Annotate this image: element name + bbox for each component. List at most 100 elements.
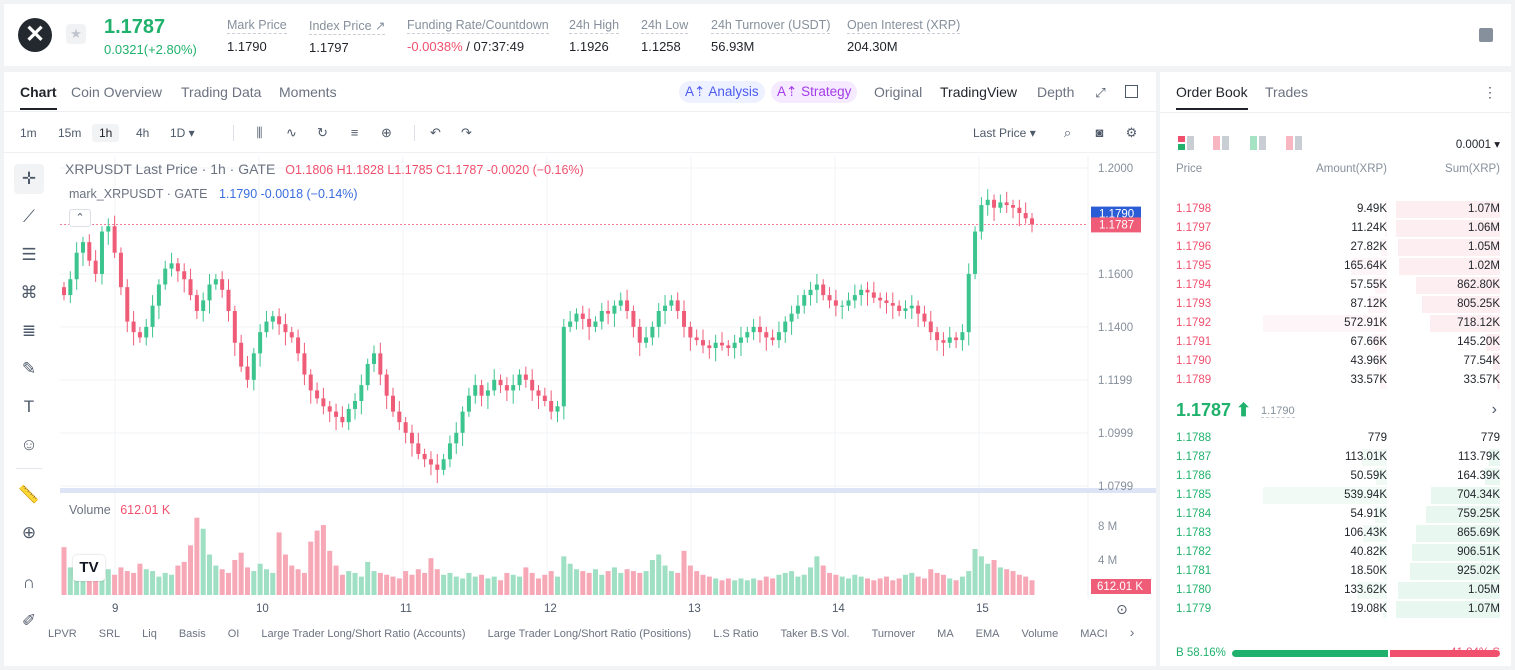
price-source-dropdown[interactable]: Last Price ▾ xyxy=(973,126,1036,140)
text-tool-icon[interactable]: T xyxy=(23,397,35,416)
camera-icon[interactable]: ◙ xyxy=(1095,125,1104,140)
zoom-in-icon[interactable]: ⊕ xyxy=(21,523,37,542)
tab-chart[interactable]: Chart xyxy=(20,84,57,110)
favorite-star-icon[interactable]: ★ xyxy=(66,24,86,44)
tab-depth[interactable]: Depth xyxy=(1037,84,1075,100)
indicators-icon[interactable]: ∿ xyxy=(286,125,297,140)
settings-list-icon[interactable]: ≡ xyxy=(350,125,359,140)
stat-label[interactable]: 24h Turnover (USDT) xyxy=(711,18,831,34)
chevron-right-icon[interactable]: › xyxy=(1491,401,1497,418)
stat-label: 24h High xyxy=(569,18,620,34)
tab-moments[interactable]: Moments xyxy=(279,84,337,100)
indicator-item[interactable]: EMA xyxy=(975,628,1000,640)
indicator-item[interactable]: Turnover xyxy=(871,628,916,640)
fullscreen-icon[interactable]: ⤢ xyxy=(1095,85,1106,100)
emoji-icon[interactable]: ☺ xyxy=(20,435,38,454)
refresh-icon[interactable]: ↻ xyxy=(317,125,328,140)
tab-trading-data[interactable]: Trading Data xyxy=(181,84,262,100)
candle-type-icon[interactable]: ⫼ xyxy=(256,125,263,140)
indicator-scroll-icon[interactable]: › xyxy=(1129,624,1135,640)
ask-row[interactable]: 1.1796 27.82K 1.05M xyxy=(1160,238,1511,257)
bid-row[interactable]: 1.1782 40.82K 906.51K xyxy=(1160,543,1511,562)
indicator-item[interactable]: LPVR xyxy=(48,628,77,640)
magnet-icon[interactable]: ∩ xyxy=(22,573,36,592)
timeframe-4h[interactable]: 4h xyxy=(136,126,150,140)
stat-label[interactable]: Mark Price xyxy=(227,18,287,34)
stat-open-interest: Open Interest (XRP) 204.30M xyxy=(847,18,961,54)
y-tick-label: 1.1400 xyxy=(1098,322,1133,334)
bid-row[interactable]: 1.1779 19.08K 1.07M xyxy=(1160,600,1511,619)
timeframe-1m[interactable]: 1m xyxy=(20,126,37,140)
brush-icon[interactable]: ✎ xyxy=(21,359,37,378)
indicator-item[interactable]: SRL xyxy=(98,628,121,640)
precision-dropdown[interactable]: 0.0001 ▾ xyxy=(1455,139,1500,151)
ask-row[interactable]: 1.1797 11.24K 1.06M xyxy=(1160,219,1511,238)
view-both-icon[interactable] xyxy=(1178,136,1194,150)
strategy-button[interactable]: A⇡ Strategy xyxy=(771,81,858,103)
redo-icon[interactable]: ↷ xyxy=(461,125,472,140)
search-icon[interactable]: ⌕ xyxy=(1063,125,1072,140)
bid-row[interactable]: 1.1783 106.43K 865.69K xyxy=(1160,524,1511,543)
fib-icon[interactable]: ≣ xyxy=(21,321,37,340)
stat-label[interactable]: Funding Rate/Countdown xyxy=(407,18,549,34)
bid-row[interactable]: 1.1788 779 779 xyxy=(1160,429,1511,448)
gear-icon[interactable]: ⚙ xyxy=(1125,125,1138,140)
price-chart[interactable]: 1.2000 1.1600 1.1400 1.1199 1.0999 1.0799 9 10 1… xyxy=(0,0,1156,670)
indicator-item[interactable]: L.S Ratio xyxy=(713,628,759,640)
add-indicator-icon[interactable]: ⊕ xyxy=(381,125,392,140)
candle-body xyxy=(675,300,680,311)
ask-row[interactable]: 1.1798 9.49K 1.07M xyxy=(1160,200,1511,219)
tab-coin-overview[interactable]: Coin Overview xyxy=(71,84,163,100)
stat-label[interactable]: Open Interest (XRP) xyxy=(847,18,961,34)
timeframe-15m[interactable]: 15m xyxy=(58,126,82,140)
horizontal-lines-icon[interactable]: ☰ xyxy=(21,245,37,264)
view-asks-icon[interactable] xyxy=(1213,136,1229,150)
bid-row[interactable]: 1.1781 18.50K 925.02K xyxy=(1160,562,1511,581)
trendline-icon[interactable]: ⟋ xyxy=(23,207,35,226)
ask-row[interactable]: 1.1794 57.55K 862.80K xyxy=(1160,276,1511,295)
crosshair-icon[interactable]: ✛ xyxy=(14,164,44,194)
ask-row[interactable]: 1.1789 33.57K 33.57K xyxy=(1160,371,1511,390)
bid-row[interactable]: 1.1780 133.62K 1.05M xyxy=(1160,581,1511,600)
indicator-item[interactable]: Taker B.S Vol. xyxy=(780,628,850,640)
ask-row[interactable]: 1.1793 87.12K 805.25K xyxy=(1160,295,1511,314)
indicator-item[interactable]: MACI xyxy=(1080,628,1108,640)
candle-body xyxy=(732,342,737,349)
indicator-item[interactable]: Large Trader Long/Short Ratio (Positions… xyxy=(487,628,692,640)
view-bids-icon[interactable] xyxy=(1250,136,1266,150)
indicator-item[interactable]: MA xyxy=(937,628,954,640)
analysis-button[interactable]: A⇡ Analysis xyxy=(679,81,765,103)
collapse-legend-button[interactable]: ⌃ xyxy=(69,209,91,227)
tab-trades[interactable]: Trades xyxy=(1265,84,1309,100)
tab-tradingview[interactable]: TradingView xyxy=(940,84,1018,100)
ruler-icon[interactable]: 📏 xyxy=(18,485,40,504)
bid-row[interactable]: 1.1787 113.01K 113.79K xyxy=(1160,448,1511,467)
indicator-item[interactable]: Large Trader Long/Short Ratio (Accounts) xyxy=(261,628,466,640)
ask-row[interactable]: 1.1795 165.64K 1.02M xyxy=(1160,257,1511,276)
timeframe-1h[interactable]: 1h xyxy=(92,124,120,142)
pattern-icon[interactable]: ⌘ xyxy=(20,283,38,302)
pencil-icon[interactable]: ✐ xyxy=(21,611,37,630)
ask-row[interactable]: 1.1792 572.91K 718.12K xyxy=(1160,314,1511,333)
volume-bar xyxy=(883,576,889,595)
stat-label[interactable]: Index Price ↗ xyxy=(309,19,386,35)
reset-zoom-icon[interactable]: ⊙ xyxy=(1116,602,1128,618)
candle-body xyxy=(688,326,693,338)
bid-row[interactable]: 1.1784 54.91K 759.25K xyxy=(1160,505,1511,524)
view-trades-icon[interactable] xyxy=(1286,136,1302,150)
notes-icon[interactable] xyxy=(1479,28,1493,42)
ask-row[interactable]: 1.1791 67.66K 145.20K xyxy=(1160,333,1511,352)
tab-order-book[interactable]: Order Book xyxy=(1176,84,1248,110)
window-icon[interactable] xyxy=(1125,85,1138,98)
undo-icon[interactable]: ↶ xyxy=(430,125,441,140)
bid-row[interactable]: 1.1785 539.94K 704.34K xyxy=(1160,486,1511,505)
tab-original[interactable]: Original xyxy=(874,84,923,100)
indicator-item[interactable]: Volume xyxy=(1021,628,1059,640)
bid-row[interactable]: 1.1786 50.59K 164.39K xyxy=(1160,467,1511,486)
indicator-item[interactable]: Liq xyxy=(142,628,157,640)
more-options-icon[interactable]: ⋮ xyxy=(1483,84,1497,100)
indicator-item[interactable]: OI xyxy=(227,628,240,640)
indicator-item[interactable]: Basis xyxy=(178,628,206,640)
timeframe-1d-dropdown[interactable]: 1D ▾ xyxy=(170,126,195,140)
ask-row[interactable]: 1.1790 43.96K 77.54K xyxy=(1160,352,1511,371)
